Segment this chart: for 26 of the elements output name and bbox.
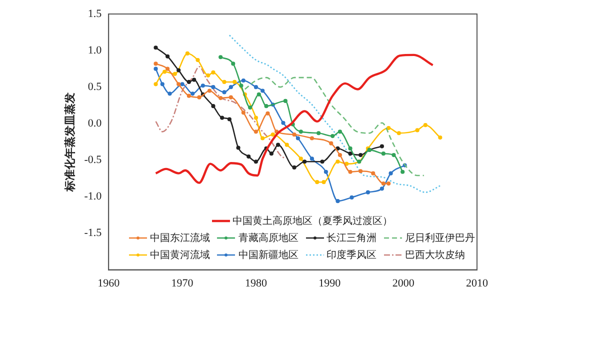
legend-label: 尼日利亚伊巴丹 (404, 232, 475, 245)
y-tick-label: -0.5 (84, 154, 102, 166)
x-tick-label: 1990 (318, 277, 342, 290)
y-tick-label: 1.5 (88, 8, 102, 20)
x-tick-label: 2010 (466, 277, 488, 290)
y-tick-label: -1.5 (84, 227, 102, 240)
legend-label: 中国黄土高原地区（夏季风过渡区） (232, 214, 392, 228)
y-tick-label: -1.0 (84, 190, 102, 203)
legend-label: 印度季风区 (326, 248, 377, 262)
x-tick-label: 1980 (244, 277, 268, 290)
line-series (155, 66, 286, 160)
y-axis-title: 标准化年蒸发皿蒸发 (63, 92, 76, 192)
legend-label: 巴西大坎皮纳 (404, 248, 465, 262)
legend-label: 长江三角洲 (326, 232, 377, 245)
legend-label: 中国东江流域 (150, 232, 210, 245)
x-tick-label: 2000 (392, 277, 415, 290)
legend-label: 中国新疆地区 (238, 248, 298, 262)
legend-label: 中国黄河流域 (150, 248, 210, 262)
x-tick-label: 1970 (171, 277, 194, 290)
line-series (228, 34, 441, 193)
line-series (244, 76, 425, 176)
y-tick-label: 0.5 (88, 80, 102, 93)
y-tick-label: 0.0 (88, 118, 102, 130)
x-tick-label: 1960 (98, 277, 120, 290)
y-tick-label: 1.0 (88, 44, 102, 56)
legend-label: 青藏高原地区 (238, 232, 298, 245)
